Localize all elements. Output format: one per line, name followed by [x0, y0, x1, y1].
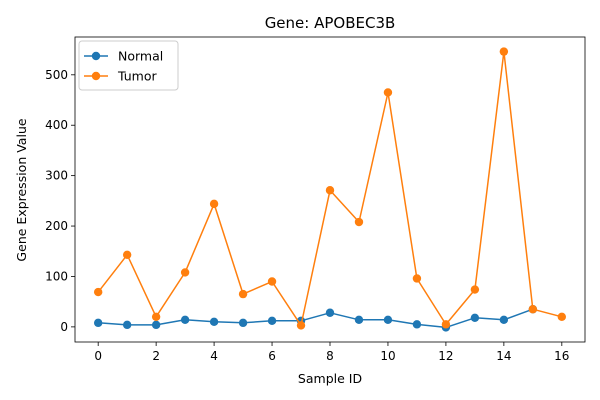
data-point [267, 316, 277, 326]
data-point [354, 315, 364, 325]
y-axis: 0 100 200 300 400 500 [45, 68, 75, 334]
x-tick-label: 2 [152, 349, 160, 363]
data-point [470, 285, 480, 294]
data-point [499, 47, 509, 56]
data-point [93, 287, 103, 297]
y-tick-label: 300 [45, 169, 68, 183]
data-point [296, 321, 306, 330]
data-point [209, 199, 219, 209]
series-line [98, 308, 534, 329]
y-tick-label: 500 [45, 68, 68, 82]
data-point [122, 250, 132, 259]
legend-label: Tumor [117, 69, 157, 84]
data-point [441, 320, 451, 329]
x-tick-label: 14 [496, 349, 511, 363]
series-layer [93, 47, 567, 332]
data-point [325, 186, 335, 195]
data-point [267, 277, 277, 286]
data-point [209, 317, 219, 327]
data-point [412, 274, 422, 283]
data-point [354, 217, 364, 227]
data-point [470, 313, 480, 323]
series-tumor [93, 47, 567, 330]
y-axis-label: Gene Expression Value [14, 118, 29, 261]
y-tick-label: 100 [45, 269, 68, 283]
x-axis-label: Sample ID [298, 371, 362, 386]
data-point [325, 308, 335, 317]
data-point [383, 88, 393, 97]
data-point [528, 305, 538, 314]
x-tick-label: 6 [268, 349, 276, 363]
data-point [412, 320, 422, 329]
y-tick-label: 200 [45, 219, 68, 233]
x-tick-label: 4 [210, 349, 218, 363]
y-tick-label: 400 [45, 118, 68, 132]
data-point [180, 315, 190, 325]
chart-title: Gene: APOBEC3B [265, 14, 396, 32]
data-point [383, 315, 393, 325]
legend-box [78, 40, 179, 91]
x-tick-label: 12 [438, 349, 453, 363]
data-point [151, 312, 161, 321]
data-point [151, 320, 161, 330]
data-point [93, 318, 103, 328]
x-tick-label: 0 [94, 349, 102, 363]
data-point [238, 289, 248, 299]
x-tick-label: 8 [326, 349, 334, 363]
x-tick-label: 16 [554, 349, 569, 363]
legend-label: Normal [118, 49, 163, 64]
y-tick-label: 0 [60, 320, 68, 334]
legend-marker [91, 51, 101, 61]
legend-item-tumor: Tumor [84, 69, 157, 84]
data-point [238, 318, 248, 328]
legend-marker [91, 71, 101, 81]
x-tick-label: 10 [380, 349, 395, 363]
x-axis: 0 2 4 6 8 10 12 14 16 [94, 342, 569, 363]
data-point [180, 268, 190, 277]
data-point [557, 312, 567, 321]
data-point [499, 315, 509, 325]
data-point [122, 320, 132, 330]
legend-item-normal: Normal [84, 49, 163, 64]
legend: Normal Tumor [78, 40, 179, 91]
